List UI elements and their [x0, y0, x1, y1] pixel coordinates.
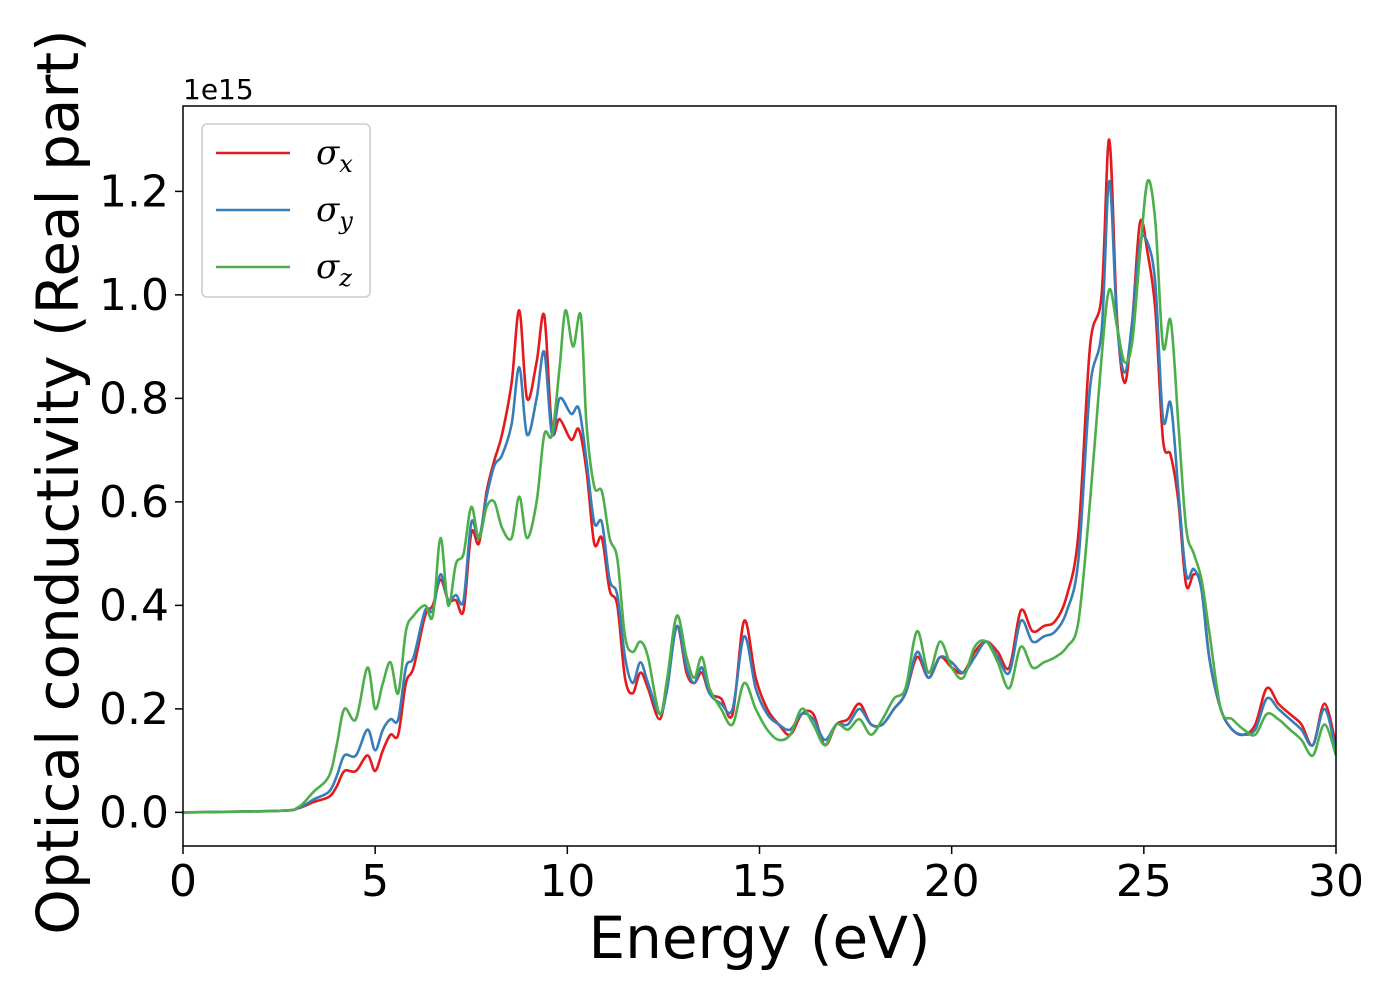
x-tick-label: 5: [361, 856, 389, 907]
series-line-x: [183, 138, 1336, 814]
x-tick-label: 25: [1116, 856, 1172, 907]
y-tick-label: 0.2: [99, 684, 169, 735]
y-tick-label: 0.6: [99, 477, 169, 528]
y-axis-label: Optical conductivity (Real part): [24, 29, 92, 934]
legend-subscript: x: [339, 150, 353, 178]
legend-symbol: σ: [316, 247, 340, 287]
series-line-z: [183, 178, 1336, 814]
x-tick-label: 20: [924, 856, 980, 907]
legend-label-x: σx: [316, 133, 353, 178]
legend-subscript: y: [338, 207, 353, 235]
y-offset-label: 1e15: [183, 73, 254, 106]
x-axis-label: Energy (eV): [588, 904, 930, 972]
y-tick-label: 1.2: [99, 166, 169, 217]
y-axis: 0.0 0.2 0.4 0.6 0.8 1.0 1.2: [99, 166, 183, 838]
x-tick-label: 0: [169, 856, 197, 907]
legend-label-y: σy: [316, 190, 353, 235]
y-tick-label: 0.4: [99, 580, 169, 631]
y-tick-label: 1.0: [99, 270, 169, 321]
series-line-y: [183, 179, 1336, 814]
series-layer: [183, 138, 1336, 814]
x-tick-label: 30: [1308, 856, 1364, 907]
x-tick-label: 10: [539, 856, 595, 907]
x-axis: 0 5 10 15 20 25 30: [169, 846, 1364, 907]
y-tick-label: 0.8: [99, 373, 169, 424]
y-tick-label: 0.0: [99, 787, 169, 838]
legend-symbol: σ: [316, 190, 340, 230]
x-tick-label: 15: [732, 856, 788, 907]
legend-symbol: σ: [316, 133, 340, 173]
legend-subscript: z: [338, 264, 352, 292]
legend-label-z: σz: [316, 247, 352, 292]
